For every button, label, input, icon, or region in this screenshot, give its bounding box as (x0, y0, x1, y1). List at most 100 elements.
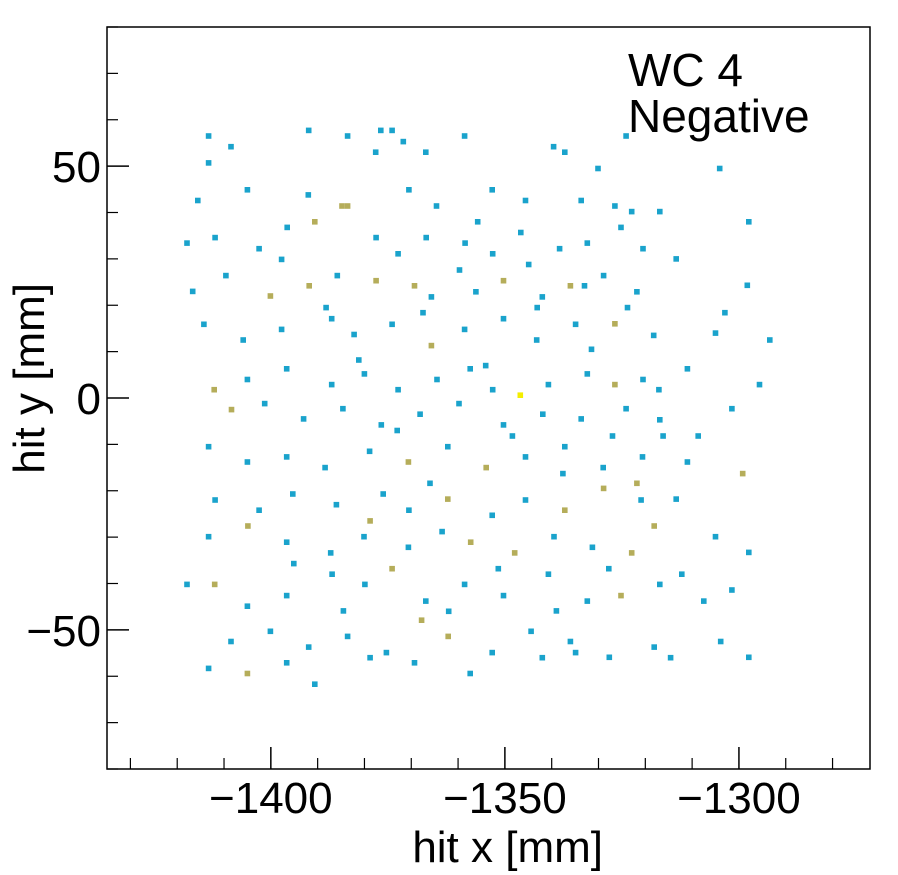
hit-bin (729, 587, 735, 593)
hit-bin (261, 400, 268, 407)
hit-bin (462, 240, 468, 246)
hit-bin (722, 309, 728, 316)
hit-bin (534, 304, 540, 311)
hit-bin (211, 581, 218, 588)
hit-bin (656, 386, 662, 393)
hit-bin (701, 598, 707, 604)
hit-bin (717, 638, 724, 645)
hit-bin (205, 443, 212, 450)
hit-bin (660, 433, 666, 439)
y-tick-label: 0 (77, 375, 101, 424)
hit-bin (562, 149, 568, 155)
hit-bin (553, 608, 560, 614)
hit-bin (540, 411, 546, 417)
hit-bin (528, 628, 534, 635)
hit-bin (500, 277, 507, 284)
hit-bin (389, 321, 395, 328)
hit-bin (518, 229, 524, 236)
hit-bin (427, 480, 433, 487)
hit-bin (606, 654, 613, 661)
hit-bin (628, 208, 635, 215)
hit-bin (420, 309, 426, 316)
hit-bin (428, 294, 435, 300)
hit-bin (256, 245, 262, 252)
hit-bin (482, 362, 489, 369)
hit-bin (684, 366, 691, 372)
hit-bin (461, 581, 468, 588)
hit-bin (389, 127, 395, 134)
hit-bin (433, 203, 440, 209)
hit-bin (434, 376, 440, 383)
hit-bin (305, 192, 312, 198)
hit-bin (344, 203, 351, 209)
hit-bin (373, 234, 379, 241)
hit-bin (746, 654, 752, 661)
hit-bin (567, 638, 574, 645)
hit-bin (746, 549, 752, 556)
hit-bin (406, 507, 412, 513)
hit-bin (244, 603, 251, 609)
hit-bin (373, 277, 379, 284)
hit-bin (340, 405, 346, 412)
hit-bin (567, 283, 574, 289)
hit-bin (378, 127, 384, 134)
hit-bin (467, 670, 473, 677)
hit-bin (411, 660, 418, 666)
hit-bin (651, 644, 657, 650)
hit-bin (305, 127, 312, 134)
hit-bin (245, 523, 251, 529)
hit-bin (367, 518, 373, 524)
hit-bin (509, 433, 516, 439)
hit-bin (362, 581, 368, 588)
hit-bin (244, 670, 251, 677)
hit-bin (618, 224, 624, 231)
hit-bin (461, 133, 468, 139)
hit-bin (211, 386, 217, 393)
hit-bin (600, 485, 607, 492)
hit-bin (640, 245, 646, 252)
hit-bin (378, 422, 385, 428)
hit-bin (657, 581, 663, 588)
hit-bin (606, 565, 612, 572)
hit-bin (533, 337, 540, 343)
x-axis-ticks: −1400 −1350 −1300 (129, 747, 834, 823)
y-tick-label: −50 (26, 607, 101, 656)
hit-bin (634, 480, 640, 487)
hit-bin (495, 565, 502, 572)
hit-bin (461, 326, 468, 333)
hit-bin (695, 433, 701, 439)
hit-bin (405, 459, 412, 465)
hit-bin (205, 160, 212, 166)
hit-bin (291, 560, 297, 567)
hit-bin (333, 501, 340, 508)
hit-bin (612, 203, 618, 209)
hit-bin (228, 406, 235, 413)
hit-bin (539, 294, 546, 300)
hit-bin (323, 304, 329, 311)
hit-bin (344, 633, 351, 640)
hit-bin (244, 376, 251, 383)
hit-bin (300, 416, 307, 422)
hit-bin (623, 133, 629, 139)
hit-bin (581, 283, 588, 289)
hit-bin (489, 251, 496, 257)
hit-bin (500, 422, 507, 428)
hit-bin (212, 234, 218, 241)
hit-bin (489, 187, 495, 193)
hit-bin (600, 464, 606, 471)
y-axis-title: hit y [mm] (5, 283, 54, 474)
hit-bin (400, 138, 407, 145)
hit-bin (545, 571, 552, 577)
hit-bin (562, 507, 568, 513)
hit-bin (445, 443, 451, 450)
hit-bin (417, 411, 423, 417)
hit-bin (634, 289, 640, 295)
y-axis-ticks: −50 0 50 (26, 26, 129, 770)
hit-bin (361, 533, 367, 540)
hit-bin (623, 405, 629, 412)
hit-bin (489, 512, 495, 519)
hit-bin (184, 581, 190, 588)
hit-bin (639, 454, 646, 460)
hit-bin (584, 371, 591, 377)
hit-bin (551, 533, 557, 540)
